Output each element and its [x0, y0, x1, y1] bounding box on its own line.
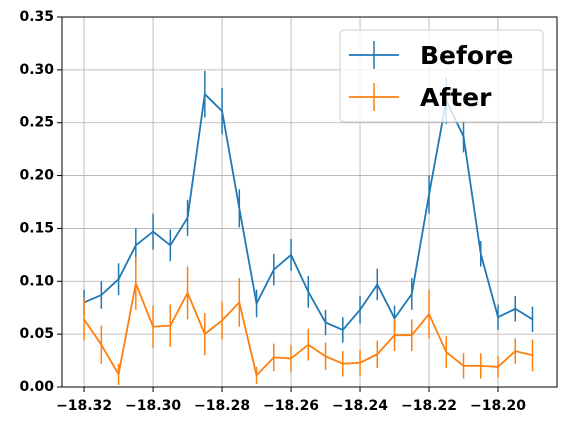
plot-frame — [61, 16, 558, 388]
y-tick-label: 0.00 — [19, 379, 54, 395]
y-tick-label: 0.15 — [19, 220, 54, 236]
y-tick-label: 0.05 — [19, 326, 54, 342]
x-tick-label: −18.20 — [470, 398, 526, 414]
y-tick-label: 0.30 — [19, 62, 54, 78]
x-tick-label: −18.32 — [56, 398, 112, 414]
x-tick-label: −18.30 — [125, 398, 181, 414]
legend: Before After — [339, 29, 544, 123]
legend-box — [339, 29, 544, 123]
legend-text: After — [420, 83, 492, 112]
legend-text: Before — [420, 41, 513, 70]
y-tick-label: 0.25 — [19, 115, 54, 131]
x-tick-label: −18.26 — [263, 398, 319, 414]
y-tick-label: 0.35 — [19, 9, 54, 25]
x-tick-label: −18.24 — [332, 398, 388, 414]
x-tick-label: −18.28 — [194, 398, 250, 414]
series-line — [83, 280, 533, 378]
x-tick-label: −18.22 — [401, 398, 457, 414]
y-tick-label: 0.20 — [19, 168, 54, 184]
series-line — [83, 92, 533, 331]
y-tick-label: 0.10 — [19, 273, 54, 289]
